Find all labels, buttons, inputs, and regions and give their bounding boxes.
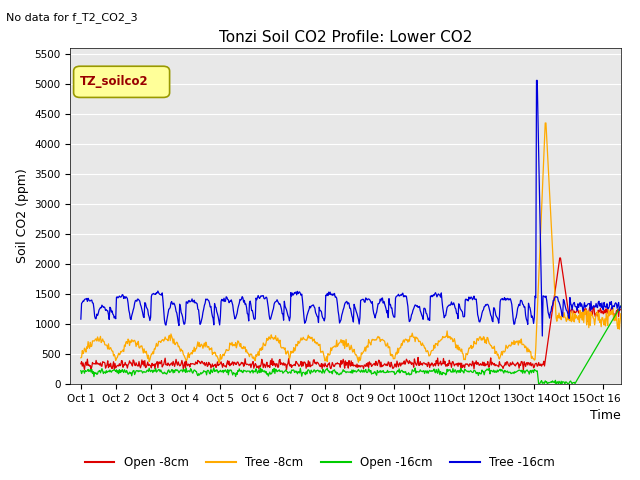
Y-axis label: Soil CO2 (ppm): Soil CO2 (ppm) — [16, 168, 29, 264]
Text: TZ_soilco2: TZ_soilco2 — [80, 75, 148, 88]
Legend: Open -8cm, Tree -8cm, Open -16cm, Tree -16cm: Open -8cm, Tree -8cm, Open -16cm, Tree -… — [80, 452, 560, 474]
Title: Tonzi Soil CO2 Profile: Lower CO2: Tonzi Soil CO2 Profile: Lower CO2 — [219, 30, 472, 46]
X-axis label: Time: Time — [590, 409, 621, 422]
Text: No data for f_T2_CO2_3: No data for f_T2_CO2_3 — [6, 12, 138, 23]
